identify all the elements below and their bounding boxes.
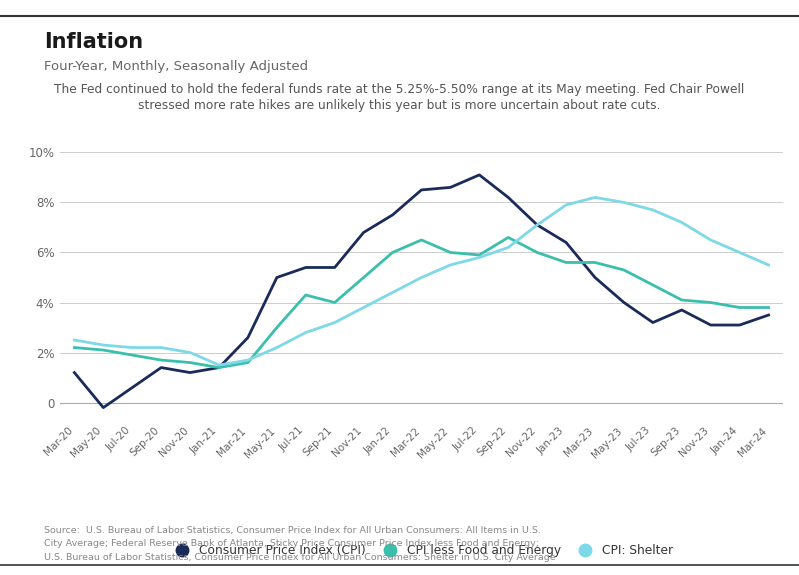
- Text: stressed more rate hikes are unlikely this year but is more uncertain about rate: stressed more rate hikes are unlikely th…: [138, 99, 661, 112]
- Text: The Fed continued to hold the federal funds rate at the 5.25%-5.50% range at its: The Fed continued to hold the federal fu…: [54, 83, 745, 97]
- Text: Source:  U.S. Bureau of Labor Statistics, Consumer Price Index for All Urban Con: Source: U.S. Bureau of Labor Statistics,…: [44, 526, 541, 535]
- Text: Inflation: Inflation: [44, 32, 143, 52]
- Text: U.S. Bureau of Labor Statistics, Consumer Price Index for All Urban Consumers: S: U.S. Bureau of Labor Statistics, Consume…: [44, 553, 555, 562]
- Text: City Average; Federal Reserve Bank of Atlanta, Sticky Price Consumer Price Index: City Average; Federal Reserve Bank of At…: [44, 539, 539, 549]
- Legend: Consumer Price Index (CPI), CPI less Food and Energy, CPI: Shelter: Consumer Price Index (CPI), CPI less Foo…: [165, 539, 678, 562]
- Text: Four-Year, Monthly, Seasonally Adjusted: Four-Year, Monthly, Seasonally Adjusted: [44, 60, 308, 74]
